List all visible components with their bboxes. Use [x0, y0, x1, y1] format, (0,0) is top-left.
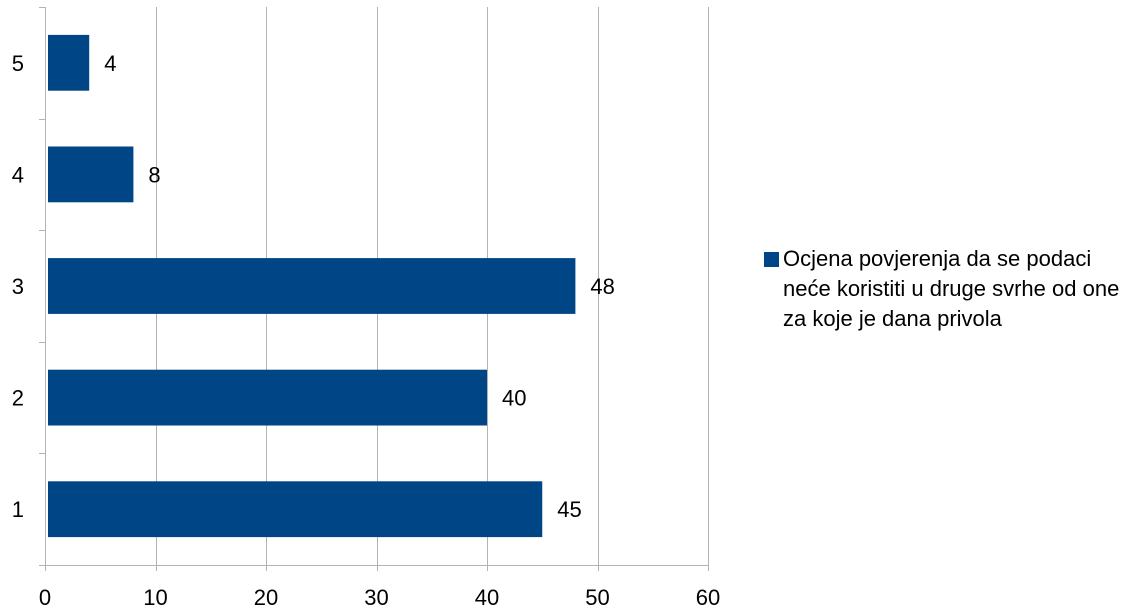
data-label: 8 — [148, 162, 160, 187]
y-tick-label: 5 — [12, 51, 24, 76]
legend: Ocjena povjerenja da se podaci neće kori… — [764, 246, 1124, 334]
bar — [48, 481, 543, 538]
legend-label: Ocjena povjerenja da se podaci neće kori… — [783, 246, 1120, 331]
bar — [48, 34, 90, 91]
bar — [48, 369, 487, 426]
x-tick-label: 30 — [364, 585, 388, 610]
legend-swatch — [764, 252, 779, 267]
bar — [48, 258, 576, 314]
data-label: 4 — [104, 51, 116, 76]
x-tick-label: 60 — [696, 585, 720, 610]
bars — [48, 34, 576, 538]
bar — [48, 146, 134, 203]
y-tick-label: 1 — [12, 497, 24, 522]
data-label: 45 — [557, 497, 581, 522]
y-tick-label: 3 — [12, 274, 24, 299]
x-tick-label: 50 — [585, 585, 609, 610]
x-tick-label: 20 — [254, 585, 278, 610]
axes — [39, 7, 709, 571]
data-label: 48 — [590, 274, 614, 299]
y-tick-label: 2 — [12, 386, 24, 411]
x-tick-label: 0 — [39, 585, 51, 610]
x-tick-label: 10 — [143, 585, 167, 610]
data-label: 40 — [502, 386, 526, 411]
y-tick-label: 4 — [12, 162, 24, 187]
data-labels: 45 40 48 8 4 — [104, 51, 615, 522]
x-tick-label: 40 — [475, 585, 499, 610]
